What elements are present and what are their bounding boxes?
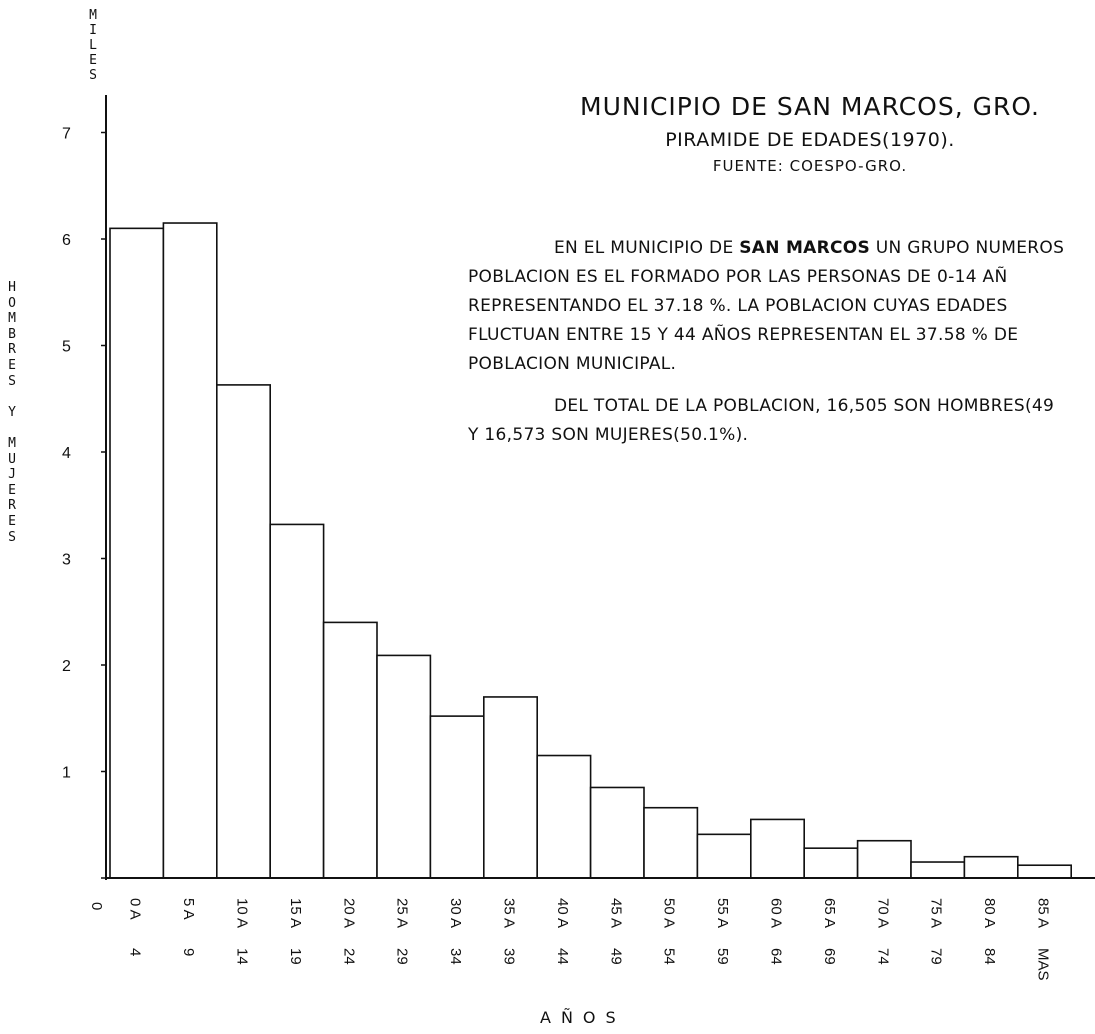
bar-9 [589,786,645,879]
y-tick-label: 3 [62,552,71,569]
x-tick-label: 20 A [340,898,357,928]
note-text: FLUCTUAN ENTRE 15 Y 44 AÑOS REPRESENTAN … [468,325,1019,345]
y-ticks-group: 1 2 3 4 5 6 7 [62,126,107,879]
bar-1 [162,222,218,879]
x-tick-label-end: 24 [340,948,357,965]
x-axis-label: AÑOS [540,1008,626,1027]
note-text: POBLACION MUNICIPAL. [468,354,677,374]
x-tick-label: 25 A [394,898,411,928]
x-tick-label-end: 54 [661,948,678,965]
bar-4 [322,621,378,879]
x-tick-label: 5 A [180,898,197,920]
notes-block: EN EL MUNICIPIO DE SAN MARCOS UN GRUPO N… [468,234,1095,463]
chart-title: MUNICIPIO DE SAN MARCOS, GRO. [580,92,1040,121]
x-tick-label: 30 A [447,898,464,928]
x-tick-label-end: 64 [768,948,785,965]
x-tick-label: 15 A [287,898,304,928]
x-tick-label: 75 A [928,898,945,928]
bar-3 [269,523,325,879]
bar-8 [536,754,592,879]
x-tick-label: 0 A [127,898,144,920]
bar-5 [376,654,432,879]
x-tick-label-end: 44 [554,948,571,965]
y-tick-label: 1 [62,765,71,782]
bar-14 [856,839,912,879]
x-tick-label: 35 A [501,898,518,928]
x-tick-label-end: 39 [501,948,518,965]
title-block: MUNICIPIO DE SAN MARCOS, GRO. PIRAMIDE D… [560,92,1060,175]
note-text: REPRESENTANDO EL 37.18 %. LA POBLACION C… [468,296,1008,316]
x-tick-label: 60 A [768,898,785,928]
note-paragraph-2: DEL TOTAL DE LA POBLACION, 16,505 SON HO… [468,392,1095,450]
bar-15 [910,861,966,879]
x-tick-label-end: 14 [234,948,251,965]
y-tick-label: 2 [62,658,71,675]
bars-group [109,222,1072,879]
x-tick-label-end: 69 [821,948,838,965]
x-tick-label-end: 49 [607,948,624,965]
x-tick-label: 40 A [554,898,571,928]
x-tick-label: 85 A [1035,898,1052,928]
bar-2 [216,384,272,879]
y-tick-label: 6 [62,232,71,249]
note-text: Y 16,573 SON MUJERES(50.1%). [468,425,749,445]
bar-10 [643,806,699,879]
bar-12 [749,818,805,879]
bar-11 [696,833,752,879]
x-tick-label-end: 4 [127,948,144,956]
x-tick-label: 50 A [661,898,678,928]
x-tick-label: 70 A [874,898,891,928]
note-text: UN GRUPO NUMEROS [870,238,1065,258]
x-tick-label-end: 84 [981,948,998,965]
x-tick-label: 80 A [981,898,998,928]
bar-17 [1016,864,1072,879]
x-tick-label-end: 34 [447,948,464,965]
x-tick-label-end: 79 [928,948,945,965]
note-text: POBLACION ES EL FORMADO POR LAS PERSONAS… [468,267,1008,287]
x-tick-label-end: MAS [1035,948,1052,981]
x-tick-label-end: 19 [287,948,304,965]
x-tick-label-end: 59 [714,948,731,965]
x-tick-label: 55 A [714,898,731,928]
y-tick-label: 5 [62,339,71,356]
x-tick-label-end: 29 [394,948,411,965]
note-paragraph-1: EN EL MUNICIPIO DE SAN MARCOS UN GRUPO N… [468,234,1095,379]
x-tick-label: 10 A [234,898,251,928]
y-tick-label: 7 [62,126,71,143]
x-tick-label: 65 A [821,898,838,928]
y-tick-label: 4 [62,445,71,462]
x-tick-label: 45 A [607,898,624,928]
note-highlight: SAN MARCOS [739,238,871,258]
bar-6 [429,715,485,879]
bar-0 [109,227,165,879]
chart-source: FUENTE: COESPO-GRO. [712,157,908,175]
bar-16 [963,855,1019,879]
note-text: DEL TOTAL DE LA POBLACION, 16,505 SON HO… [554,396,1055,416]
x-origin-label: 0 [88,902,105,910]
x-tick-label-end: 74 [874,948,891,965]
bar-13 [803,847,859,879]
x-tick-label-end: 9 [180,948,197,956]
chart-subtitle: PIRAMIDE DE EDADES(1970). [665,129,955,151]
note-text: EN EL MUNICIPIO DE [554,238,740,258]
bar-7 [482,696,538,879]
